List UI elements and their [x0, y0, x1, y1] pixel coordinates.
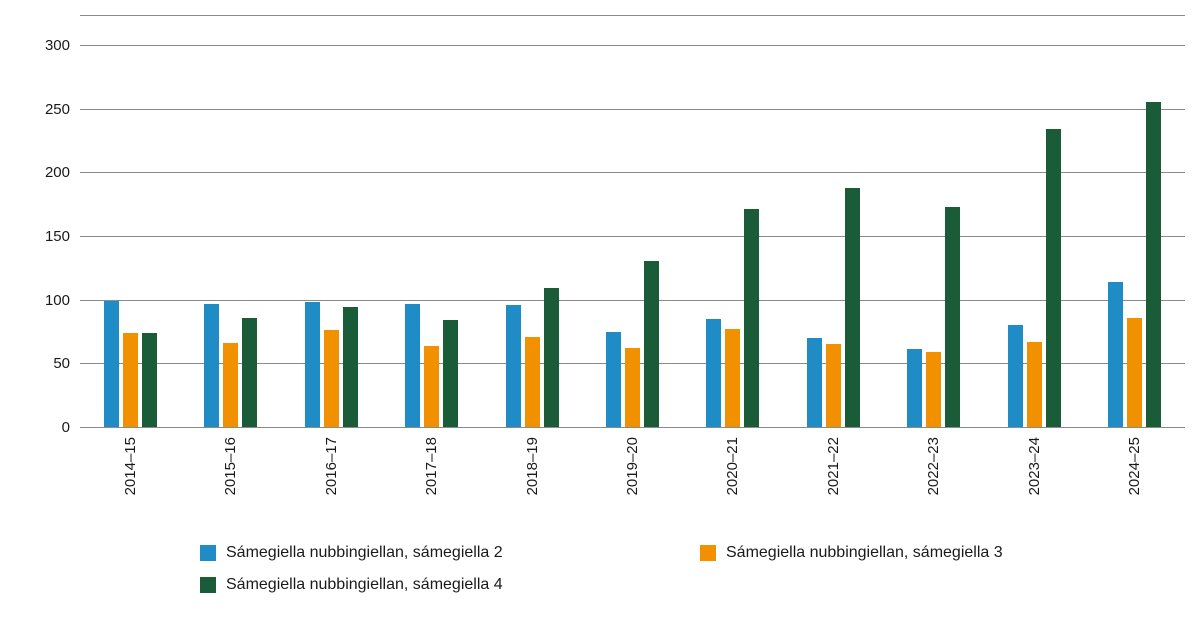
bar-groups-container [80, 45, 1185, 427]
bar [103, 300, 119, 427]
legend-item: Sámegiella nubbingiellan, sámegiella 3 [700, 545, 1200, 561]
x-label-cell: 2018–19 [482, 437, 582, 529]
bar [945, 206, 961, 427]
bar [1045, 129, 1061, 427]
x-axis-label: 2017–18 [423, 437, 441, 496]
bar [1146, 102, 1162, 427]
legend-label: Sámegiella nubbingiellan, sámegiella 3 [726, 544, 1003, 561]
bar-group [80, 45, 180, 427]
gridline [80, 45, 1185, 46]
bar [926, 351, 942, 427]
x-label-cell: 2016–17 [281, 437, 381, 529]
bar [304, 302, 320, 427]
chart-top-border [80, 15, 1185, 16]
y-axis-label: 50 [53, 355, 70, 373]
bar [744, 209, 760, 427]
plot-area [80, 45, 1185, 428]
x-axis-label: 2024–25 [1126, 437, 1144, 496]
x-axis-label: 2016–17 [322, 437, 340, 496]
y-axis-label: 250 [44, 100, 70, 118]
bar [543, 288, 559, 427]
x-label-cell: 2020–21 [683, 437, 783, 529]
x-axis-label: 2023–24 [1025, 437, 1043, 496]
gridline [80, 108, 1185, 110]
x-axis-label: 2019–20 [623, 437, 641, 496]
gridline [80, 236, 1185, 237]
x-axis-label: 2018–19 [523, 437, 541, 496]
x-label-cell: 2017–18 [381, 437, 481, 529]
legend-item: Sámegiella nubbingiellan, sámegiella 2 [200, 545, 700, 561]
legend-swatch-icon [200, 545, 216, 561]
x-label-cell: 2022–23 [884, 437, 984, 529]
bar [1108, 281, 1124, 427]
bar [907, 349, 923, 427]
y-axis-label: 150 [44, 228, 70, 245]
x-label-cell: 2019–20 [582, 437, 682, 529]
bar-group [281, 45, 381, 427]
bar [443, 320, 459, 427]
bar [342, 307, 358, 427]
bar [141, 332, 157, 427]
legend-label: Sámegiella nubbingiellan, sámegiella 4 [226, 576, 503, 593]
bar [122, 332, 138, 427]
bar-group [180, 45, 280, 427]
x-label-cell: 2014–15 [80, 437, 180, 529]
bar [725, 328, 741, 427]
gridline [80, 299, 1185, 301]
y-axis-label: 100 [44, 291, 70, 309]
x-label-cell: 2015–16 [180, 437, 280, 529]
y-axis-label: 200 [44, 164, 70, 182]
x-label-cell: 2021–22 [783, 437, 883, 529]
bar [844, 187, 860, 427]
x-axis-label: 2022–23 [925, 437, 943, 496]
bar-group [984, 45, 1084, 427]
bar [806, 337, 822, 427]
bar-group [582, 45, 682, 427]
bar [223, 342, 239, 427]
legend-swatch-icon [700, 545, 716, 561]
legend-swatch-icon [200, 577, 216, 593]
bar [643, 261, 659, 427]
bar [505, 304, 521, 427]
bar-group [482, 45, 582, 427]
x-label-cell: 2024–25 [1085, 437, 1185, 529]
bar [204, 303, 220, 427]
legend: Sámegiella nubbingiellan, sámegiella 2 Sá… [200, 545, 1200, 593]
bar [1026, 341, 1042, 427]
x-axis: 2014–15 2015–16 2016–17 2017–18 2018–19 2019–… [80, 437, 1185, 529]
bar [323, 330, 339, 427]
bar [624, 348, 640, 427]
x-axis-label: 2014–15 [121, 437, 139, 496]
gridline [80, 172, 1185, 174]
bar-group [381, 45, 481, 427]
bar [405, 303, 421, 427]
legend-item: Sámegiella nubbingiellan, sámegiella 4 [200, 577, 700, 593]
bar [605, 331, 621, 427]
x-axis-label: 2020–21 [724, 437, 742, 496]
bar-group [683, 45, 783, 427]
bar [706, 318, 722, 427]
bar [1127, 317, 1143, 427]
x-axis-label: 2015–16 [222, 437, 240, 496]
x-label-cell: 2023–24 [984, 437, 1084, 529]
bar [524, 336, 540, 427]
legend-label: Sámegiella nubbingiellan, sámegiella 2 [226, 544, 503, 561]
y-axis-label: 300 [44, 37, 70, 54]
bar-group [1085, 45, 1185, 427]
bar-group [884, 45, 984, 427]
bar [1007, 325, 1023, 427]
y-axis-label: 0 [61, 419, 70, 436]
bar [242, 317, 258, 427]
bar-group [783, 45, 883, 427]
x-axis-label: 2021–22 [824, 437, 842, 496]
gridline [80, 427, 1185, 428]
bar [424, 345, 440, 427]
bar [825, 344, 841, 427]
